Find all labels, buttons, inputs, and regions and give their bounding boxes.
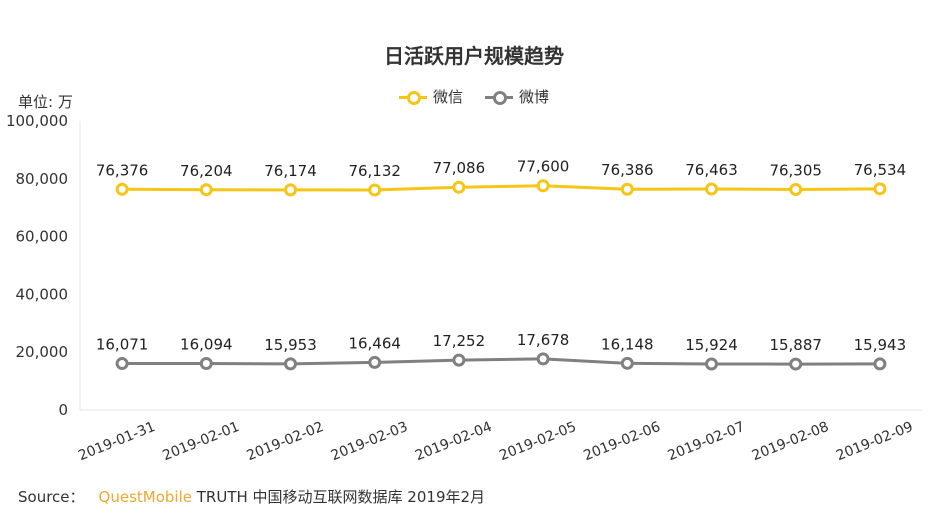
data-label: 77,600 <box>517 158 570 176</box>
source-label: Source： <box>18 488 85 506</box>
data-point <box>620 356 634 370</box>
data-point <box>536 179 550 193</box>
data-point <box>536 352 550 366</box>
data-point <box>452 180 466 194</box>
data-point <box>284 357 297 371</box>
x-tick-label: 2019-02-07 <box>666 419 747 464</box>
data-point <box>368 183 382 197</box>
x-tick-label: 2019-02-09 <box>834 419 915 464</box>
data-label: 16,148 <box>601 335 654 353</box>
data-point <box>620 182 634 196</box>
x-tick-label: 2019-02-02 <box>245 419 326 464</box>
data-label: 76,463 <box>685 161 738 179</box>
legend-swatch-weibo-icon <box>485 90 513 105</box>
data-label: 76,534 <box>854 161 907 179</box>
y-axis-unit-label: 单位: 万 <box>18 93 73 111</box>
legend-label-weibo: 微博 <box>519 88 550 106</box>
data-point <box>452 353 466 367</box>
chart-title: 日活跃用户规模趋势 <box>384 44 564 68</box>
data-point <box>368 355 382 369</box>
x-tick-label: 2019-02-04 <box>413 419 495 464</box>
x-tick-label: 2019-02-08 <box>750 419 831 464</box>
data-label: 15,924 <box>685 336 738 354</box>
data-label: 16,094 <box>180 335 233 353</box>
series-line-0 <box>122 184 880 192</box>
x-tick-label: 2019-02-06 <box>581 419 663 464</box>
source-brand: QuestMobile <box>98 488 192 506</box>
series-line-1 <box>122 357 880 366</box>
data-point <box>199 356 213 370</box>
data-label: 17,678 <box>517 331 570 349</box>
y-tick-label: 60,000 <box>16 228 69 246</box>
data-label: 76,376 <box>96 161 149 179</box>
y-tick-label: 80,000 <box>16 170 69 188</box>
y-tick-label: 20,000 <box>16 343 69 361</box>
legend-label-wechat: 微信 <box>432 88 463 106</box>
data-label: 15,887 <box>769 336 822 354</box>
data-point <box>873 357 887 371</box>
source-text: TRUTH 中国移动互联网数据库 2019年2月 <box>196 488 486 506</box>
data-label: 16,464 <box>348 334 401 352</box>
x-tick-label: 2019-02-03 <box>329 419 410 464</box>
legend-swatch-wechat-icon <box>398 90 427 105</box>
data-label: 76,386 <box>601 161 654 179</box>
legend-item-wechat[interactable]: 微信 <box>398 86 463 107</box>
data-label: 15,943 <box>854 336 907 354</box>
data-label: 16,071 <box>96 336 149 354</box>
data-label: 76,204 <box>180 162 233 180</box>
data-point <box>115 357 129 371</box>
legend: 微信 微博 <box>0 86 948 107</box>
data-label: 76,132 <box>348 162 401 180</box>
y-tick-label: 40,000 <box>16 285 69 303</box>
data-label: 77,086 <box>433 159 486 177</box>
data-point <box>873 182 887 196</box>
data-point <box>284 183 297 197</box>
x-tick-label: 2019-02-05 <box>497 419 578 464</box>
data-point <box>705 182 718 196</box>
data-label: 15,953 <box>264 336 317 354</box>
data-point <box>115 182 129 196</box>
data-label: 76,305 <box>769 161 822 179</box>
data-point <box>789 357 803 371</box>
y-tick-label: 100,000 <box>6 112 68 130</box>
data-point <box>789 182 803 196</box>
x-tick-label: 2019-01-31 <box>76 419 157 464</box>
data-label: 76,174 <box>264 162 317 180</box>
legend-item-weibo[interactable]: 微博 <box>485 86 549 107</box>
data-label: 17,252 <box>433 332 486 350</box>
y-tick-label: 0 <box>58 401 68 419</box>
source-note: Source： QuestMobile TRUTH 中国移动互联网数据库 2019… <box>18 486 485 507</box>
data-point <box>705 357 718 371</box>
x-tick-label: 2019-02-01 <box>160 419 241 464</box>
data-point <box>199 183 213 197</box>
